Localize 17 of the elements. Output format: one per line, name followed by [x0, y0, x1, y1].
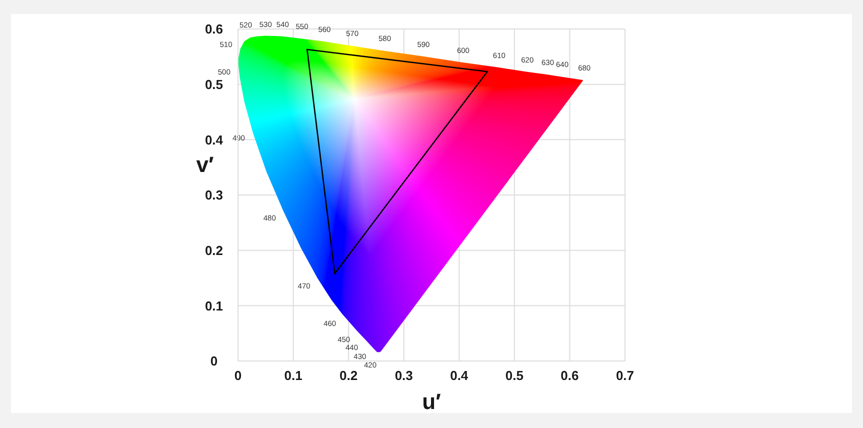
- y-tick-label: 0.3: [204, 188, 224, 203]
- x-tick-label: 0.7: [616, 368, 634, 384]
- x-tick-label: 0.3: [394, 368, 413, 384]
- y-tick-label: 0: [210, 354, 218, 369]
- x-tick-label: 0.5: [505, 368, 524, 384]
- x-axis-title: u′: [422, 389, 441, 414]
- x-tick-label: 0.1: [284, 368, 302, 384]
- y-tick-label: 0.5: [204, 76, 224, 92]
- y-tick-label: 0.4: [204, 132, 224, 148]
- x-tick-label: 0.2: [340, 368, 358, 384]
- y-tick-label: 0.6: [204, 22, 224, 37]
- y-tick-label: 0.1: [204, 298, 224, 314]
- x-tick-label: 0.6: [560, 368, 579, 384]
- x-tick-label: 0.4: [450, 368, 469, 384]
- x-tick-label: 0: [234, 368, 242, 384]
- y-axis-title: v′: [196, 152, 214, 177]
- y-tick-label: 0.2: [204, 242, 224, 258]
